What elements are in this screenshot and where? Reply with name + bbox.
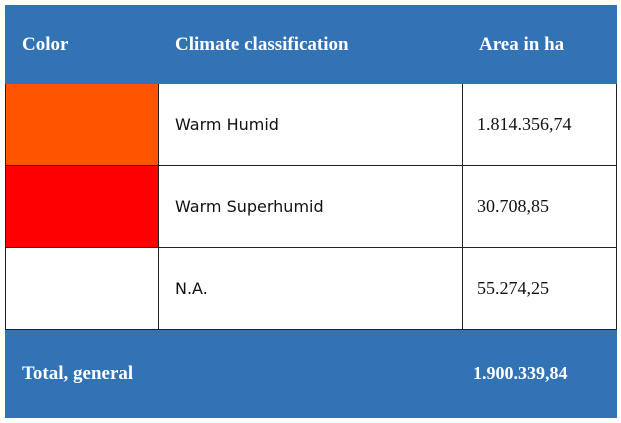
classification-cell: Warm Humid [158, 83, 463, 166]
header-row: Color Climate classification Area in ha [5, 5, 617, 84]
total-area: 1.900.339,84 [462, 329, 617, 418]
header-cell: Area in ha [462, 5, 617, 84]
color-swatch [5, 247, 159, 330]
total-row: Total, general 1.900.339,84 [5, 329, 617, 418]
color-swatch [5, 165, 159, 248]
color-swatch [5, 83, 159, 166]
header-cell: Climate classification [158, 5, 463, 84]
table-body: Warm Humid 1.814.356,74 Warm Superhumid 30.… [5, 83, 617, 330]
climate-table: Color Climate classification Area in ha … [5, 5, 617, 418]
area-cell: 55.274,25 [462, 247, 617, 330]
data-row: N.A. 55.274,25 [5, 247, 617, 330]
table-header: Color Climate classification Area in ha [5, 5, 617, 84]
area-cell: 30.708,85 [462, 165, 617, 248]
header-cell: Color [5, 5, 159, 84]
data-row: Warm Superhumid 30.708,85 [5, 165, 617, 248]
classification-cell: Warm Superhumid [158, 165, 463, 248]
area-cell: 1.814.356,74 [462, 83, 617, 166]
data-row: Warm Humid 1.814.356,74 [5, 83, 617, 166]
classification-cell: N.A. [158, 247, 463, 330]
total-label: Total, general [5, 329, 463, 418]
